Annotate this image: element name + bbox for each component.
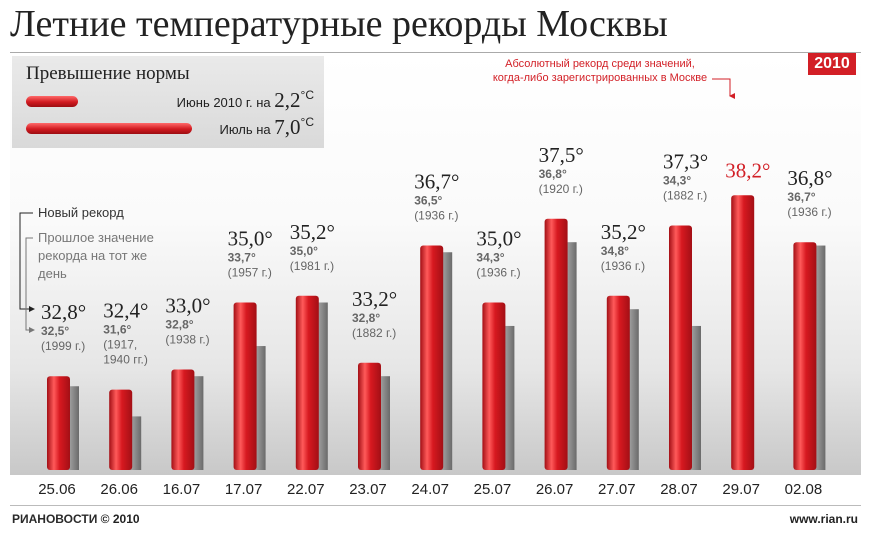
chart-title: Летние температурные рекорды Москвы [10, 3, 668, 45]
new-record-bar-29.07 [731, 195, 755, 471]
new-record-bar-22.07 [295, 295, 319, 470]
legend-june-prefix: Июнь 2010 г. на [176, 95, 271, 110]
date-label-02.08: 02.08 [785, 481, 823, 498]
previous-record-year-26.06: 1940 гг.) [103, 353, 148, 367]
previous-record-year-24.07: (1936 г.) [414, 209, 458, 223]
date-label-25.06: 25.06 [38, 481, 76, 498]
date-label-27.07: 27.07 [598, 481, 636, 498]
copyright: © 2010 [100, 512, 140, 526]
new-record-label-02.08: 36,8° [787, 166, 832, 190]
new-record-label-17.07: 35,0° [228, 227, 273, 251]
previous-record-label-24.07: 36,5° [414, 194, 442, 208]
new-record-bar-28.07 [669, 225, 692, 470]
legend-title: Превышение нормы [26, 63, 190, 84]
new-record-note: Новый рекорд [38, 205, 124, 220]
legend-june-unit: °С [300, 88, 314, 102]
footer-divider [10, 505, 861, 506]
previous-record-label-26.07: 36,8° [539, 167, 567, 181]
new-record-label-16.07: 33,0° [165, 294, 210, 318]
previous-record-year-22.07: (1981 г.) [290, 259, 334, 273]
footer-site-link[interactable]: www.rian.ru [789, 512, 858, 526]
previous-record-year-26.07: (1920 г.) [539, 182, 583, 196]
absolute-record-note: Абсолютный рекорд среди значений, когда-… [470, 57, 730, 85]
date-label-16.07: 16.07 [163, 481, 201, 498]
new-record-label-25.07: 35,0° [476, 227, 521, 251]
new-record-bar-16.07 [171, 369, 195, 470]
previous-record-year-16.07: (1938 г.) [165, 333, 209, 347]
year-badge: 2010 [808, 53, 856, 75]
new-record-label-29.07: 38,2° [725, 158, 770, 182]
date-label-24.07: 24.07 [411, 481, 449, 498]
previous-record-year-17.07: (1957 г.) [228, 266, 272, 280]
absolute-record-arrow [712, 78, 735, 99]
legend-bar-july [26, 123, 192, 134]
legend-june-value: 2,2 [274, 88, 301, 112]
new-record-bar-25.07 [482, 302, 506, 470]
new-record-label-22.07: 35,2° [290, 220, 335, 244]
legend-june: Июнь 2010 г. на 2,2°С [150, 88, 314, 113]
prev-note-line-1: Прошлое значение [38, 230, 154, 245]
date-label-28.07: 28.07 [660, 481, 698, 498]
new-record-bar-26.06 [109, 389, 133, 470]
new-record-bar-24.07 [420, 245, 444, 470]
legend-july-value: 7,0 [274, 115, 301, 139]
legend-july-unit: °С [300, 115, 314, 129]
previous-record-label-28.07: 34,3° [663, 173, 691, 187]
new-record-bar-27.07 [606, 295, 630, 470]
new-record-bar-17.07 [233, 302, 257, 470]
previous-record-label-27.07: 34,8° [601, 244, 629, 258]
new-record-label-26.07: 37,5° [539, 143, 584, 167]
date-label-29.07: 29.07 [722, 481, 760, 498]
new-record-bar-25.06 [47, 376, 70, 470]
previous-record-label-25.06: 32,5° [41, 324, 69, 338]
previous-record-label-22.07: 35,0° [290, 244, 318, 258]
new-record-bar-23.07 [358, 362, 381, 470]
date-label-17.07: 17.07 [225, 481, 263, 498]
new-record-label-28.07: 37,3° [663, 149, 708, 173]
previous-record-label-16.07: 32,8° [165, 318, 193, 332]
date-label-23.07: 23.07 [349, 481, 387, 498]
date-label-22.07: 22.07 [287, 481, 325, 498]
previous-record-label-02.08: 36,7° [787, 190, 815, 204]
note-line-2: когда-либо зарегистрированных в Москве [492, 72, 708, 84]
date-label-25.07: 25.07 [474, 481, 512, 498]
new-record-bar-26.07 [544, 218, 568, 470]
new-record-label-24.07: 36,7° [414, 170, 459, 194]
previous-record-year-26.06: (1917, [103, 338, 137, 352]
agency-logo: РИАНОВОСТИ [12, 512, 98, 526]
prev-note-line-3: день [38, 266, 67, 281]
date-label-26.06: 26.06 [100, 481, 138, 498]
previous-record-year-28.07: (1882 г.) [663, 188, 707, 202]
legend-july-prefix: Июль на [219, 122, 271, 137]
previous-record-year-25.07: (1936 г.) [476, 266, 520, 280]
annotation-arrows [19, 78, 735, 333]
previous-record-label-25.07: 34,3° [476, 251, 504, 265]
new-record-label-23.07: 33,2° [352, 287, 397, 311]
footer-credit: РИАНОВОСТИ © 2010 [12, 512, 140, 526]
previous-record-year-25.06: (1999 г.) [41, 339, 85, 353]
previous-record-note: Прошлое значение рекорда на тот же день [38, 229, 154, 283]
date-label-26.07: 26.07 [536, 481, 574, 498]
new-record-label-27.07: 35,2° [601, 220, 646, 244]
previous-record-label-26.06: 31,6° [103, 323, 131, 337]
new-record-bar-02.08 [793, 242, 817, 470]
previous-record-label-23.07: 32,8° [352, 311, 380, 325]
previous-record-label-17.07: 33,7° [228, 251, 256, 265]
new-record-label-26.06: 32,4° [103, 299, 148, 323]
new-record-arrow [19, 212, 35, 312]
previous-record-year-27.07: (1936 г.) [601, 259, 645, 273]
previous-record-year-02.08: (1936 г.) [787, 205, 831, 219]
previous-record-arrow [25, 237, 35, 333]
new-record-label-25.06: 32,8° [41, 300, 86, 324]
legend-bar-june [26, 96, 78, 107]
previous-record-year-23.07: (1882 г.) [352, 326, 396, 340]
prev-note-line-2: рекорда на тот же [38, 248, 148, 263]
note-line-1: Абсолютный рекорд среди значений, [505, 58, 695, 70]
legend-july: Июль на 7,0°С [195, 115, 314, 140]
